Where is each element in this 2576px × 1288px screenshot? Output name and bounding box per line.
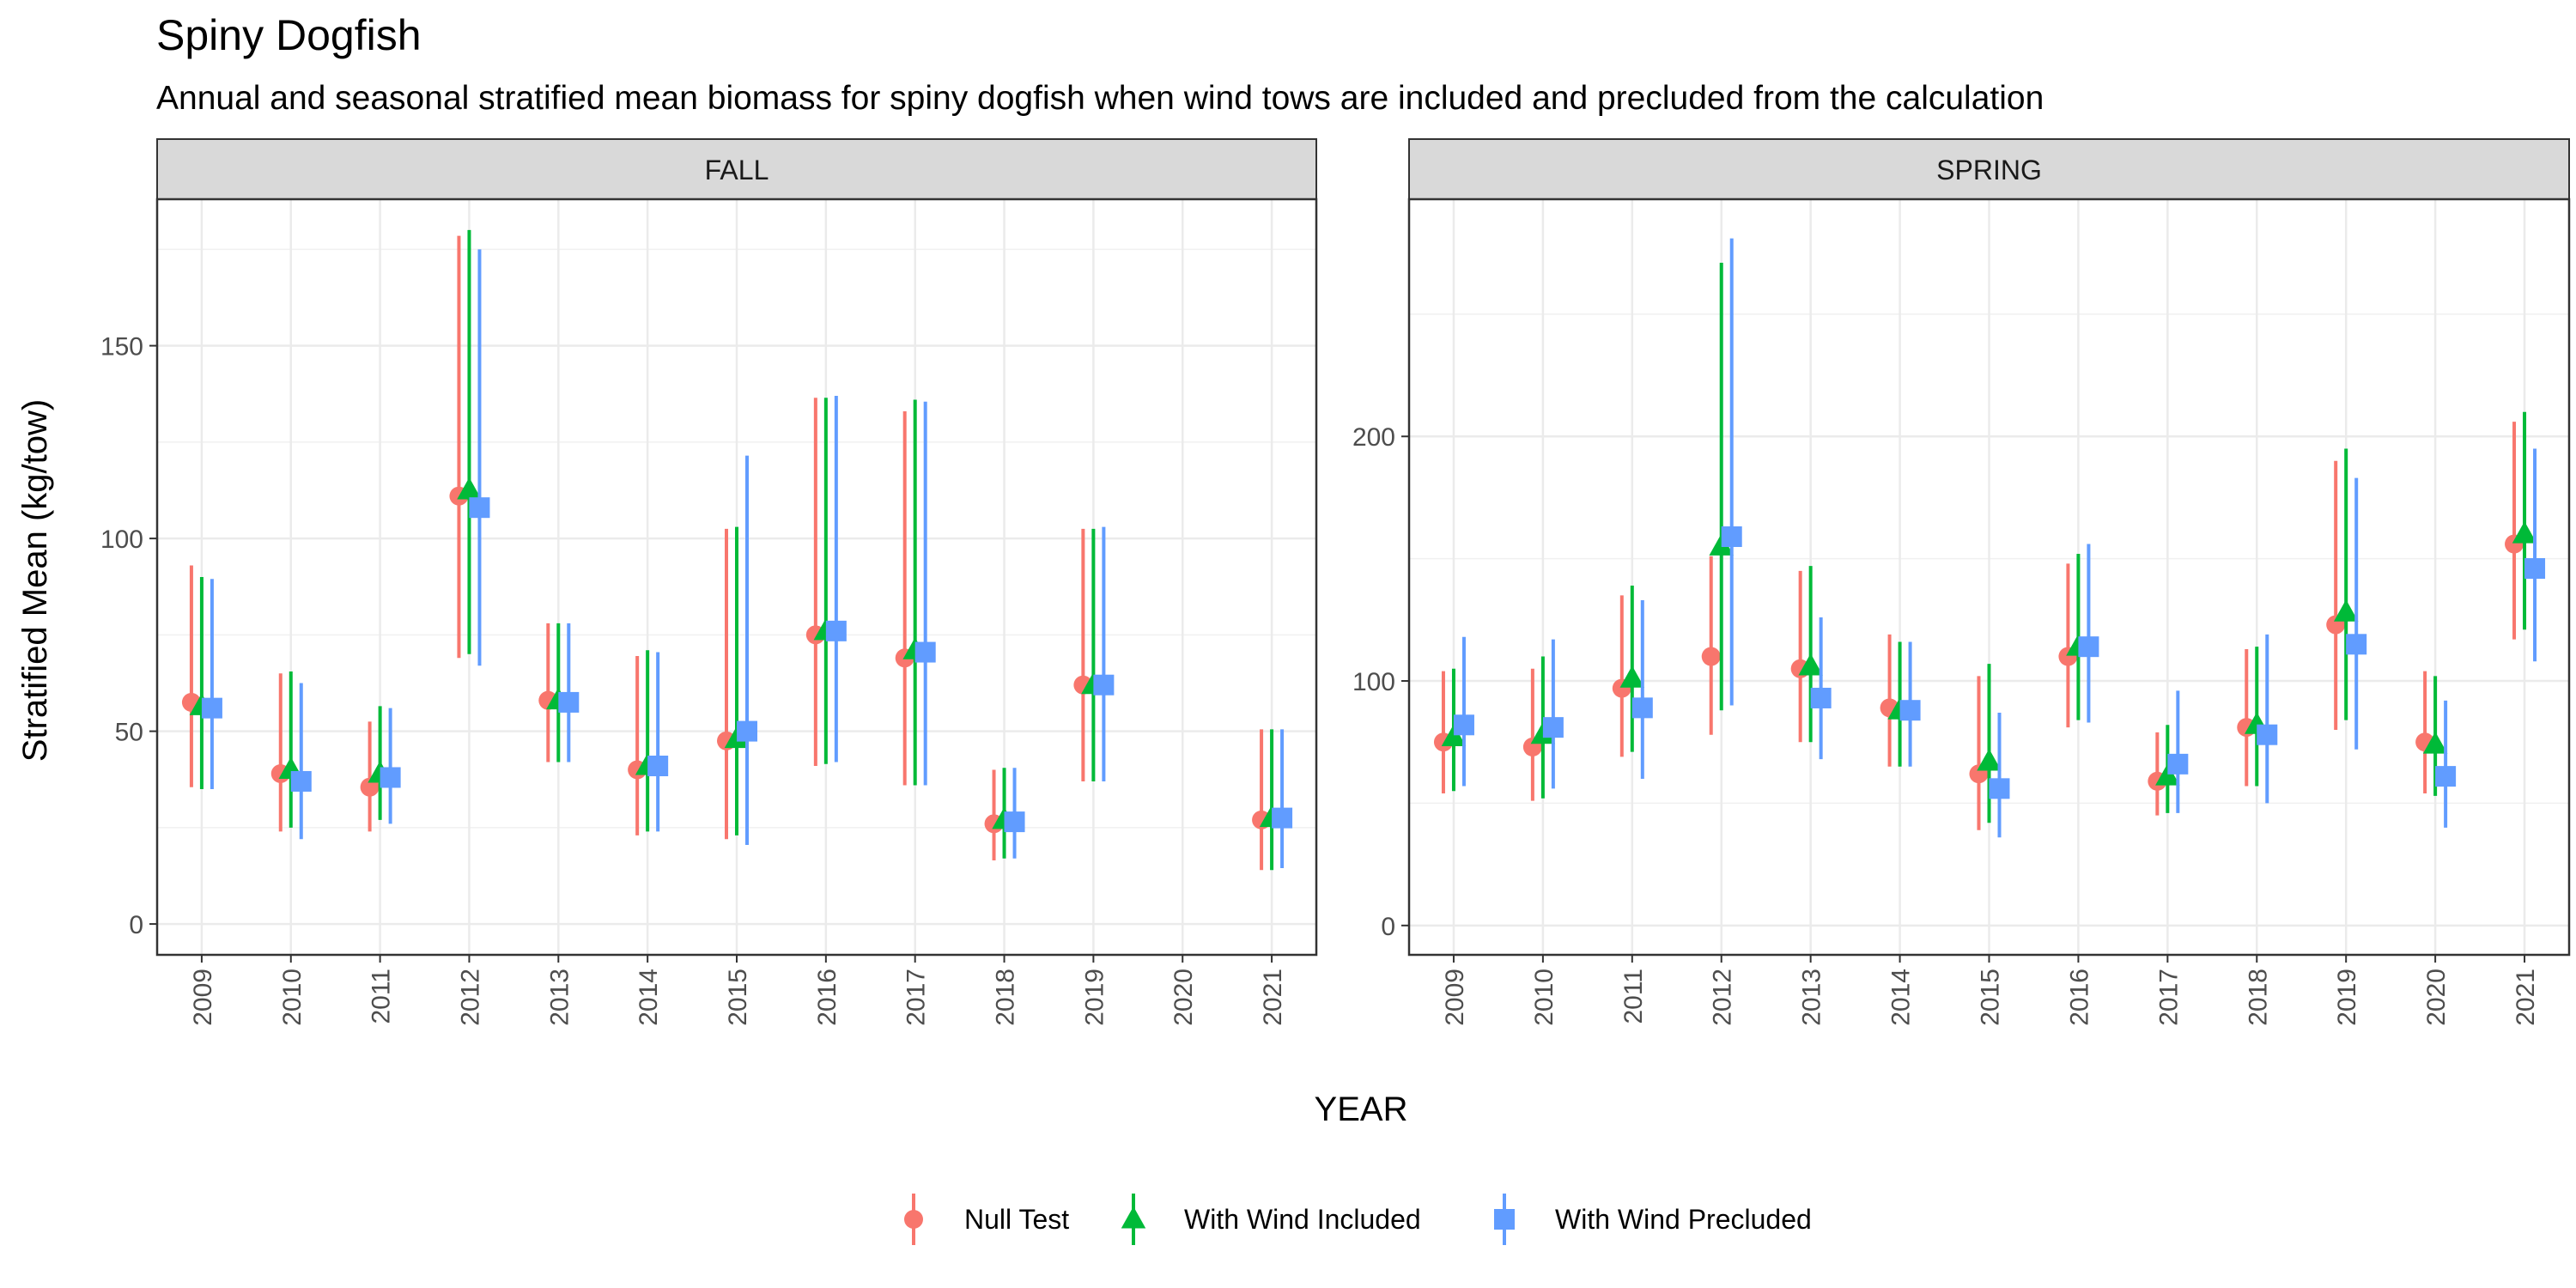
x-tick-label: 2015 xyxy=(1977,969,2005,1026)
data-point xyxy=(914,641,936,663)
legend-key-triangle xyxy=(1121,1206,1146,1229)
data-point xyxy=(2167,753,2189,775)
x-tick-label: 2009 xyxy=(1441,969,1469,1026)
y-tick-label: 0 xyxy=(1381,913,1395,941)
x-tick-label: 2014 xyxy=(635,969,663,1026)
data-point xyxy=(380,767,401,788)
legend-label: With Wind Precluded xyxy=(1555,1204,1812,1235)
chart-subtitle: Annual and seasonal stratified mean biom… xyxy=(156,80,2044,117)
data-point xyxy=(2524,558,2546,580)
x-tick-label: 2013 xyxy=(1798,969,1826,1026)
x-tick-label: 2020 xyxy=(2422,969,2451,1026)
y-tick-label: 150 xyxy=(100,333,143,361)
data-point xyxy=(1453,714,1474,736)
data-point xyxy=(1989,778,2010,799)
x-tick-label: 2019 xyxy=(1080,969,1109,1026)
x-tick-label: 2010 xyxy=(278,969,307,1026)
data-point xyxy=(469,497,490,519)
panel-strip-label: SPRING xyxy=(1936,155,2042,185)
data-point xyxy=(1977,749,2002,771)
y-tick-label: 200 xyxy=(1352,423,1395,452)
legend-item: Null Test xyxy=(904,1194,1069,1245)
data-point xyxy=(1899,700,1921,721)
data-point xyxy=(2422,732,2448,754)
data-point xyxy=(1798,653,1823,676)
series-with-wind-precluded xyxy=(1453,238,2546,838)
data-point xyxy=(1619,665,1645,688)
data-point xyxy=(2078,636,2099,658)
data-point xyxy=(1093,674,1115,696)
x-tick-label: 2016 xyxy=(813,969,841,1026)
legend-label: Null Test xyxy=(964,1204,1069,1235)
data-point xyxy=(457,477,482,500)
panel-strip-label: FALL xyxy=(705,155,769,185)
x-tick-label: 2016 xyxy=(2065,969,2093,1026)
y-axis-label: Stratified Mean (kg/tow) xyxy=(16,399,54,762)
data-point xyxy=(825,620,847,641)
legend-label: With Wind Included xyxy=(1184,1204,1421,1235)
data-point xyxy=(1721,526,1742,548)
y-tick-label: 100 xyxy=(100,526,143,554)
data-point xyxy=(1004,811,1025,833)
series-null-test xyxy=(181,235,1272,871)
x-tick-label: 2018 xyxy=(992,969,1020,1026)
panels: FALL 0 50 100 150 2009 2010 2011 2012 2013 2014 201… xyxy=(100,138,2571,1026)
x-tick-label: 2012 xyxy=(1709,969,1737,1026)
x-axis-label: YEAR xyxy=(1315,1091,1408,1128)
y-tick-label: 50 xyxy=(115,719,143,747)
y-tick-label: 100 xyxy=(1352,668,1395,696)
data-point xyxy=(1701,647,1721,666)
legend: Null Test With Wind Included With Wind Pre… xyxy=(904,1194,1812,1245)
x-tick-label: 2017 xyxy=(2154,969,2183,1026)
x-tick-label: 2010 xyxy=(1530,969,1558,1026)
data-point xyxy=(1631,697,1653,719)
panel-spring: SPRING 0 100 200 2009 2010 2011 2012 2013 2014 201… xyxy=(1352,138,2571,1026)
y-tick-label: 0 xyxy=(129,911,143,939)
x-tick-label: 2021 xyxy=(2512,969,2540,1026)
legend-key-square xyxy=(1494,1209,1515,1230)
legend-item: With Wind Included xyxy=(1121,1194,1421,1245)
data-point xyxy=(1272,807,1293,829)
x-tick-label: 2020 xyxy=(1170,969,1198,1026)
data-point xyxy=(647,756,669,776)
series-with-wind-precluded xyxy=(201,249,1293,868)
legend-item: With Wind Precluded xyxy=(1494,1194,1812,1245)
x-tick-label: 2009 xyxy=(189,969,217,1026)
x-tick-label: 2011 xyxy=(368,969,396,1024)
x-tick-label: 2015 xyxy=(724,969,752,1026)
x-tick-label: 2017 xyxy=(902,969,931,1026)
data-point xyxy=(1542,717,1564,738)
x-tick-label: 2021 xyxy=(1259,969,1287,1026)
panel-fall: FALL 0 50 100 150 2009 2010 2011 2012 2013 2014 201… xyxy=(100,138,1318,1026)
data-point xyxy=(2333,599,2359,622)
data-point xyxy=(2512,521,2537,544)
x-tick-label: 2019 xyxy=(2333,969,2361,1026)
x-tick-label: 2014 xyxy=(1887,969,1916,1026)
data-point xyxy=(2257,724,2278,745)
x-tick-label: 2011 xyxy=(1619,969,1648,1024)
x-tick-label: 2018 xyxy=(2244,969,2272,1026)
data-point xyxy=(737,720,757,742)
legend-key-circle xyxy=(904,1210,923,1229)
data-point xyxy=(1810,687,1832,708)
panel-strip xyxy=(1408,138,2570,200)
data-point xyxy=(2346,634,2367,655)
data-point xyxy=(290,770,312,792)
data-point xyxy=(558,691,580,713)
data-point xyxy=(201,697,222,719)
panel-border xyxy=(155,197,1318,957)
chart-title: Spiny Dogfish xyxy=(156,11,422,59)
x-tick-label: 2012 xyxy=(456,969,484,1026)
panel-strip xyxy=(156,138,1317,200)
data-point xyxy=(2435,766,2457,787)
x-tick-label: 2013 xyxy=(545,969,574,1026)
panel-border xyxy=(1407,197,2571,957)
